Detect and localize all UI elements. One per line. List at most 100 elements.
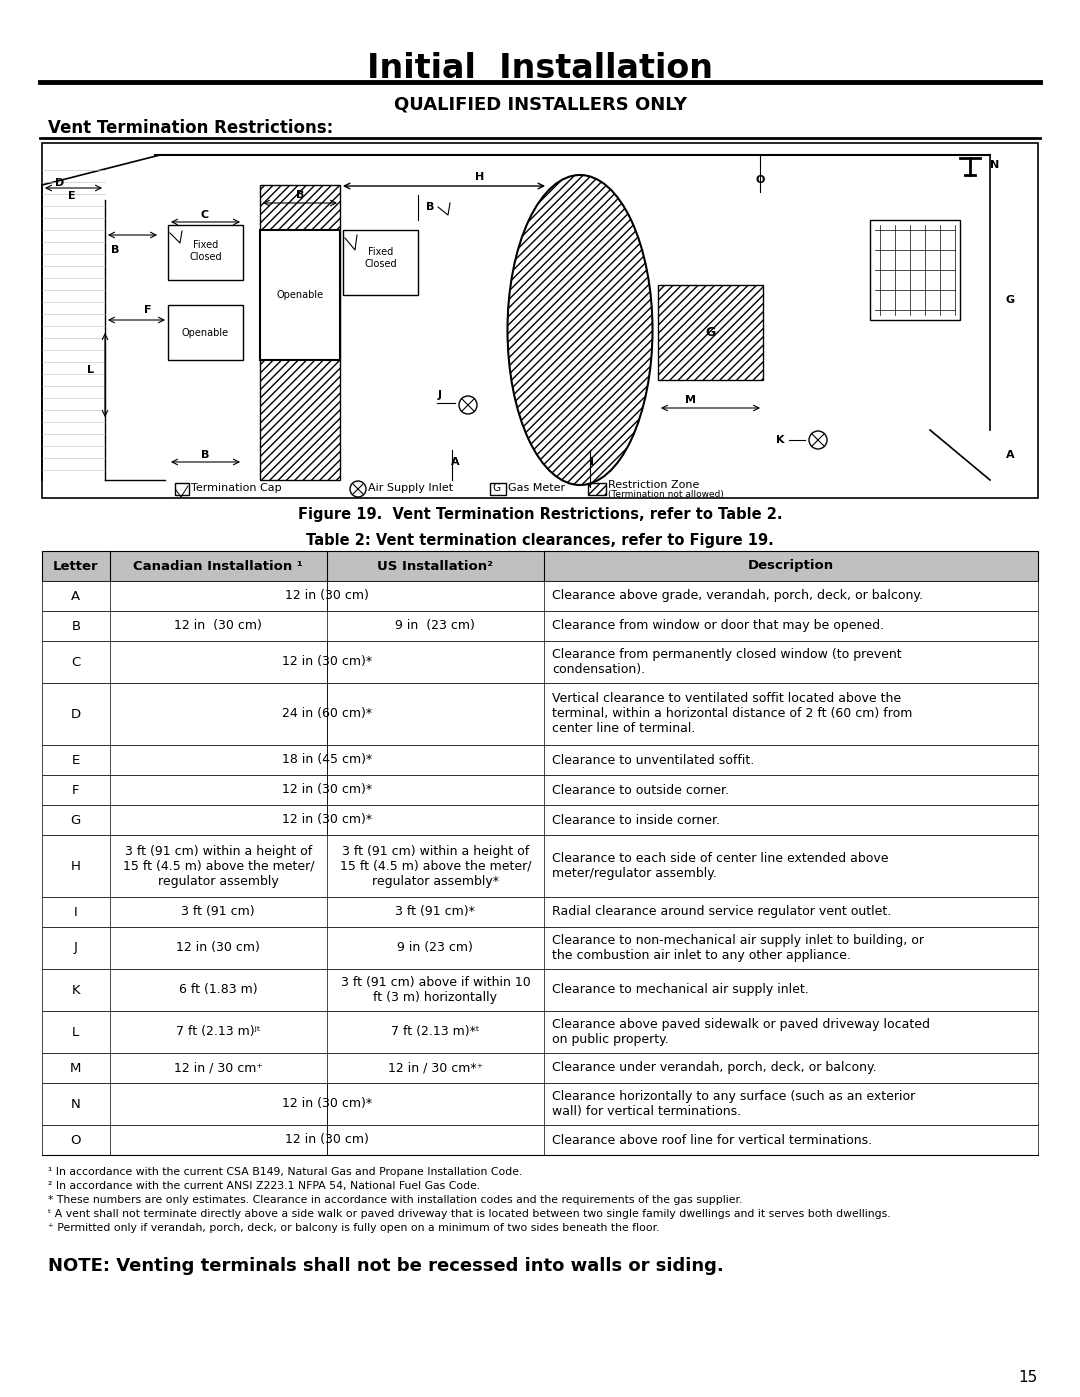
Text: Clearance to outside corner.: Clearance to outside corner. bbox=[552, 784, 729, 796]
Text: C: C bbox=[201, 210, 210, 219]
Text: Openable: Openable bbox=[181, 328, 229, 338]
Text: Fixed: Fixed bbox=[193, 240, 218, 250]
Bar bbox=[260, 184, 340, 481]
Bar bbox=[42, 1053, 1038, 1083]
Text: Clearance above paved sidewalk or paved driveway located
on public property.: Clearance above paved sidewalk or paved … bbox=[552, 1018, 930, 1046]
Text: ᵗ A vent shall not terminate directly above a side walk or paved driveway that i: ᵗ A vent shall not terminate directly ab… bbox=[48, 1208, 891, 1220]
Text: F: F bbox=[72, 784, 80, 796]
Text: Air Supply Inlet: Air Supply Inlet bbox=[368, 483, 454, 493]
Text: Table 2: Vent termination clearances, refer to Figure 19.: Table 2: Vent termination clearances, re… bbox=[306, 532, 774, 548]
Text: Clearance above grade, verandah, porch, deck, or balcony.: Clearance above grade, verandah, porch, … bbox=[552, 590, 923, 602]
Text: 12 in (30 cm)*: 12 in (30 cm)* bbox=[282, 655, 372, 669]
Text: 12 in (30 cm)*: 12 in (30 cm)* bbox=[282, 784, 372, 796]
Text: 3 ft (91 cm) above if within 10
ft (3 m) horizontally: 3 ft (91 cm) above if within 10 ft (3 m)… bbox=[340, 977, 530, 1004]
Text: 12 in / 30 cm*⁺: 12 in / 30 cm*⁺ bbox=[388, 1062, 483, 1074]
Text: I: I bbox=[75, 905, 78, 918]
Bar bbox=[42, 581, 1038, 610]
Text: M: M bbox=[70, 1062, 82, 1074]
Bar bbox=[42, 641, 1038, 683]
Text: G: G bbox=[705, 326, 716, 339]
Text: * These numbers are only estimates. Clearance in accordance with installation co: * These numbers are only estimates. Clea… bbox=[48, 1194, 742, 1206]
Text: 6 ft (1.83 m): 6 ft (1.83 m) bbox=[179, 983, 258, 996]
Text: 12 in (30 cm): 12 in (30 cm) bbox=[176, 942, 260, 954]
Bar bbox=[588, 483, 606, 495]
Text: Initial  Installation: Initial Installation bbox=[367, 52, 713, 84]
Text: Clearance to each side of center line extended above
meter/regulator assembly.: Clearance to each side of center line ex… bbox=[552, 852, 889, 880]
Text: Clearance horizontally to any surface (such as an exterior
wall) for vertical te: Clearance horizontally to any surface (s… bbox=[552, 1090, 915, 1118]
Text: Clearance to mechanical air supply inlet.: Clearance to mechanical air supply inlet… bbox=[552, 983, 809, 996]
Text: M: M bbox=[685, 395, 696, 405]
Text: H: H bbox=[475, 172, 485, 182]
Text: Closed: Closed bbox=[364, 258, 396, 270]
Text: L: L bbox=[86, 365, 94, 374]
Text: (Termination not allowed): (Termination not allowed) bbox=[608, 490, 724, 500]
Bar bbox=[42, 897, 1038, 928]
Text: Vent Termination Restrictions:: Vent Termination Restrictions: bbox=[48, 119, 334, 137]
Text: A: A bbox=[450, 457, 459, 467]
Text: K: K bbox=[71, 983, 80, 996]
Text: F: F bbox=[145, 305, 152, 314]
Bar bbox=[42, 1083, 1038, 1125]
Bar bbox=[42, 610, 1038, 641]
Text: 12 in  (30 cm): 12 in (30 cm) bbox=[174, 619, 262, 633]
Text: 9 in  (23 cm): 9 in (23 cm) bbox=[395, 619, 475, 633]
Text: G: G bbox=[70, 813, 81, 827]
Text: N: N bbox=[990, 161, 1000, 170]
Bar bbox=[658, 285, 762, 380]
Bar bbox=[168, 225, 243, 279]
Text: 12 in (30 cm)*: 12 in (30 cm)* bbox=[282, 813, 372, 827]
Bar bbox=[42, 805, 1038, 835]
Text: Openable: Openable bbox=[276, 291, 324, 300]
Text: ² In accordance with the current ANSI Z223.1 NFPA 54, National Fuel Gas Code.: ² In accordance with the current ANSI Z2… bbox=[48, 1180, 481, 1192]
Text: Fixed: Fixed bbox=[368, 247, 393, 257]
Text: ⁺ Permitted only if verandah, porch, deck, or balcony is fully open on a minimum: ⁺ Permitted only if verandah, porch, dec… bbox=[48, 1222, 660, 1234]
Text: 7 ft (2.13 m)*ᵗ: 7 ft (2.13 m)*ᵗ bbox=[391, 1025, 480, 1038]
Text: B: B bbox=[296, 190, 305, 200]
Text: Closed: Closed bbox=[189, 251, 221, 263]
Text: Letter: Letter bbox=[53, 560, 98, 573]
Text: Clearance to inside corner.: Clearance to inside corner. bbox=[552, 813, 720, 827]
Text: Vertical clearance to ventilated soffit located above the
terminal, within a hor: Vertical clearance to ventilated soffit … bbox=[552, 693, 913, 735]
Bar bbox=[42, 835, 1038, 897]
Text: 18 in (45 cm)*: 18 in (45 cm)* bbox=[282, 753, 372, 767]
Text: N: N bbox=[71, 1098, 81, 1111]
Text: 12 in (30 cm)*: 12 in (30 cm)* bbox=[282, 1098, 372, 1111]
Text: B: B bbox=[71, 619, 80, 633]
Text: O: O bbox=[70, 1133, 81, 1147]
Text: 3 ft (91 cm) within a height of
15 ft (4.5 m) above the meter/
regulator assembl: 3 ft (91 cm) within a height of 15 ft (4… bbox=[122, 845, 314, 887]
Text: I: I bbox=[590, 457, 594, 467]
Bar bbox=[168, 305, 243, 360]
Text: 3 ft (91 cm)*: 3 ft (91 cm)* bbox=[395, 905, 475, 918]
Bar bbox=[42, 775, 1038, 805]
Text: Clearance to non-mechanical air supply inlet to building, or
the combustion air : Clearance to non-mechanical air supply i… bbox=[552, 935, 924, 963]
Bar bbox=[870, 219, 960, 320]
Bar bbox=[42, 550, 1038, 581]
Text: Clearance from window or door that may be opened.: Clearance from window or door that may b… bbox=[552, 619, 885, 633]
Text: E: E bbox=[68, 191, 76, 201]
Text: Clearance above roof line for vertical terminations.: Clearance above roof line for vertical t… bbox=[552, 1133, 873, 1147]
Text: Clearance from permanently closed window (to prevent
condensation).: Clearance from permanently closed window… bbox=[552, 648, 902, 676]
Bar bbox=[42, 1125, 1038, 1155]
Text: B: B bbox=[426, 203, 434, 212]
Text: A: A bbox=[1005, 450, 1014, 460]
Bar bbox=[42, 142, 1038, 497]
Text: D: D bbox=[71, 707, 81, 721]
Bar bbox=[42, 1011, 1038, 1053]
Text: 3 ft (91 cm) within a height of
15 ft (4.5 m) above the meter/
regulator assembl: 3 ft (91 cm) within a height of 15 ft (4… bbox=[340, 845, 531, 887]
Text: E: E bbox=[71, 753, 80, 767]
Text: 15: 15 bbox=[1018, 1370, 1038, 1386]
Bar bbox=[42, 970, 1038, 1011]
Text: QUALIFIED INSTALLERS ONLY: QUALIFIED INSTALLERS ONLY bbox=[393, 95, 687, 113]
Text: NOTE: Venting terminals shall not be recessed into walls or siding.: NOTE: Venting terminals shall not be rec… bbox=[48, 1257, 724, 1275]
Text: Figure 19.  Vent Termination Restrictions, refer to Table 2.: Figure 19. Vent Termination Restrictions… bbox=[298, 507, 782, 521]
Text: Gas Meter: Gas Meter bbox=[508, 483, 565, 493]
Text: L: L bbox=[72, 1025, 80, 1038]
Text: K: K bbox=[775, 434, 784, 446]
Text: D: D bbox=[55, 177, 65, 189]
Text: Clearance to unventilated soffit.: Clearance to unventilated soffit. bbox=[552, 753, 754, 767]
Text: A: A bbox=[71, 590, 80, 602]
Text: Clearance under verandah, porch, deck, or balcony.: Clearance under verandah, porch, deck, o… bbox=[552, 1062, 877, 1074]
Bar bbox=[42, 928, 1038, 970]
Bar bbox=[490, 483, 507, 495]
Bar bbox=[42, 745, 1038, 775]
